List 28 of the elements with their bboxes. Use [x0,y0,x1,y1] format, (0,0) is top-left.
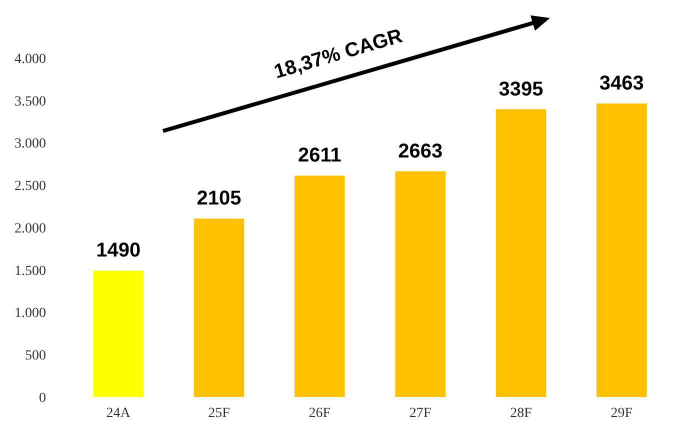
bar [395,171,446,397]
x-tick-label: 26F [308,406,331,421]
data-label: 2663 [398,140,443,162]
data-label: 2105 [196,188,242,210]
x-tick-label: 29F [610,406,633,421]
y-tick-label: 2.500 [14,179,46,194]
data-label: 1490 [96,240,141,262]
annotation: 18,37% CAGR [272,24,406,84]
data-label: 2611 [298,144,342,167]
y-tick-label: 500 [25,348,46,364]
y-tick-label: 0 [39,390,46,406]
y-tick-label: 4.000 [14,52,46,67]
x-tick-label: 28F [510,406,532,421]
x-tick-label: 24A [106,406,132,421]
bar [194,218,244,397]
y-tick-label: 1.500 [14,264,46,279]
y-tick-label: 3.000 [14,136,46,152]
x-tick-label: 27F [409,406,432,421]
x-tick-label: 25F [208,406,230,421]
bar [496,109,546,397]
y-tick-label: 2.000 [14,221,46,236]
bar [596,104,647,397]
bar [93,270,144,397]
data-label: 3463 [599,72,644,95]
bar [294,176,345,397]
data-label: 3395 [498,78,544,100]
y-tick-label: 1.000 [14,306,46,322]
y-tick-label: 3.500 [14,94,46,110]
